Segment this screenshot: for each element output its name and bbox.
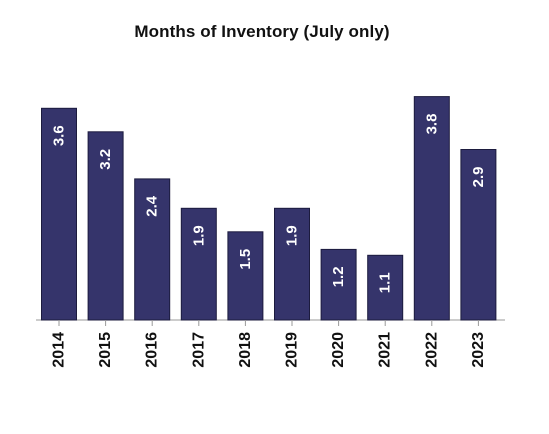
data-label-2014: 3.6 <box>51 125 68 146</box>
x-tick-label-2018: 2018 <box>237 332 254 368</box>
bar-2018 <box>227 231 264 321</box>
data-label-2015: 3.2 <box>97 149 114 170</box>
chart-title: Months of Inventory (July only) <box>134 22 390 41</box>
bar-2014 <box>41 107 77 321</box>
bar-2023 <box>460 149 497 321</box>
data-label-2017: 1.9 <box>190 225 207 246</box>
x-tick-label-2022: 2022 <box>423 332 440 368</box>
data-label-2016: 2.4 <box>144 195 161 217</box>
data-label-2022: 3.8 <box>423 114 440 135</box>
x-tick-label-2015: 2015 <box>97 332 114 368</box>
data-label-2023: 2.9 <box>470 166 487 187</box>
x-tick-label-2021: 2021 <box>377 332 394 368</box>
x-tick-label-2016: 2016 <box>144 332 161 368</box>
data-label-2018: 1.5 <box>237 249 254 270</box>
x-tick-label-2019: 2019 <box>284 332 301 368</box>
bar-2020 <box>320 248 357 321</box>
data-label-2020: 1.2 <box>330 266 347 287</box>
bar-2015 <box>87 131 124 321</box>
bar-2019 <box>274 207 310 321</box>
data-label-2021: 1.1 <box>377 272 394 293</box>
x-tick-label-2023: 2023 <box>470 332 487 368</box>
x-tick-label-2014: 2014 <box>51 332 68 368</box>
data-label-2019: 1.9 <box>284 225 301 246</box>
bar-2021 <box>367 254 404 321</box>
x-tick-label-2020: 2020 <box>330 332 347 368</box>
bar-2017 <box>180 207 217 321</box>
x-tick-label-2017: 2017 <box>190 332 207 368</box>
